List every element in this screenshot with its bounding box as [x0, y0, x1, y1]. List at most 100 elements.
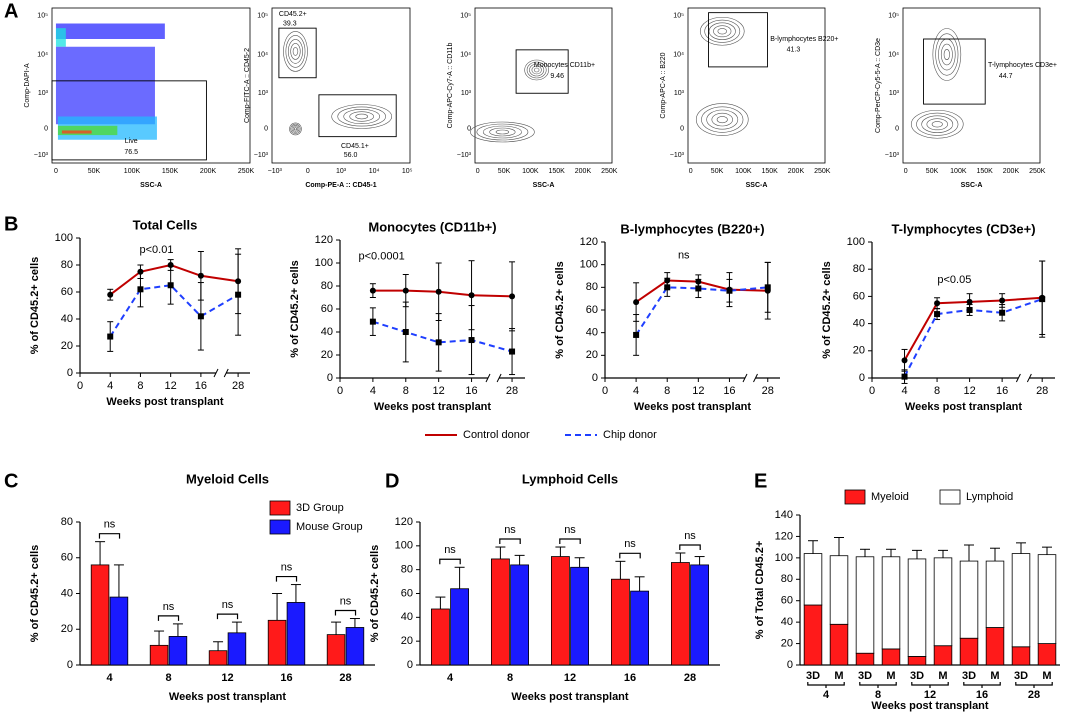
bar	[450, 588, 470, 666]
flow-contour	[931, 121, 943, 128]
y-tick-label: 120	[775, 530, 793, 542]
point	[468, 292, 475, 299]
axis-break	[485, 373, 491, 383]
flow-y-tick-label: 0	[264, 126, 268, 133]
flow-x-tick-label: 250K	[814, 168, 831, 175]
bar-segment	[959, 560, 979, 639]
x-tick-label: 16	[624, 672, 636, 684]
flow-contour	[921, 115, 954, 133]
flow-y-tick-label: −10³	[34, 152, 49, 159]
point	[695, 285, 702, 292]
annotation: ns	[163, 601, 175, 613]
flow-y-tick-label: 10³	[461, 90, 472, 97]
chart-title: Monocytes (CD11b+)	[368, 219, 496, 234]
group-label: 16	[976, 689, 988, 701]
flow-y-tick-label: 10³	[258, 90, 269, 97]
point	[934, 300, 941, 307]
group-bracket	[911, 682, 949, 688]
y-tick-label: 20	[401, 635, 413, 647]
y-tick-label: 60	[61, 286, 73, 298]
legend-swatch	[939, 489, 961, 505]
y-tick-label: 120	[395, 516, 413, 528]
x-tick-label: 16	[465, 385, 477, 397]
bar	[510, 564, 530, 666]
flow-x-tick-label: 10³	[336, 168, 347, 175]
y-tick-label: 20	[586, 349, 598, 361]
flow-x-tick-label: 250K	[601, 168, 618, 175]
flow-x-tick-label: 100K	[124, 168, 141, 175]
axis-break	[1015, 373, 1021, 383]
annotation: ns	[624, 538, 636, 550]
bar-segment	[855, 652, 875, 666]
flow-contour	[287, 39, 303, 64]
bar-segment	[829, 623, 849, 666]
flow-contour	[699, 16, 745, 46]
flow-y-tick-label: 0	[680, 126, 684, 133]
flow-x-tick-label: 10⁴	[369, 168, 380, 175]
gate-name: Live	[125, 138, 138, 145]
group-label: 4	[823, 689, 830, 701]
y-tick-label: 0	[592, 372, 598, 384]
flow-y-tick-label: −10³	[457, 152, 472, 159]
bar-segment	[881, 556, 901, 650]
series-line	[109, 284, 239, 338]
bar-segment	[933, 557, 953, 647]
significance-bracket	[275, 575, 298, 582]
x-axis-label: Weeks post transplant	[871, 700, 988, 712]
group-bracket	[963, 682, 1001, 688]
flow-x-tick-label: −10³	[268, 168, 283, 175]
gate-value: 41.3	[787, 47, 801, 54]
point	[468, 337, 475, 344]
flow-y-label: Comp-APC-A :: B220	[660, 52, 667, 118]
flow-contour	[285, 35, 306, 68]
gate-name: T-lymphocytes CD3e+	[988, 62, 1057, 69]
bar-segment	[1037, 554, 1057, 644]
point	[999, 297, 1006, 304]
gate	[708, 12, 768, 68]
axis-break	[742, 373, 748, 383]
point	[369, 287, 376, 294]
y-tick-label: 80	[321, 280, 333, 292]
x-tick-label: 28	[506, 385, 518, 397]
x-tick-label: M	[938, 670, 947, 682]
bar-segment	[959, 637, 979, 666]
x-tick-label: 4	[447, 672, 454, 684]
point	[167, 282, 174, 289]
annotation: p<0.0001	[359, 250, 405, 262]
bar-segment	[933, 645, 953, 666]
x-axis-label: Weeks post transplant	[106, 396, 223, 408]
gate	[51, 80, 207, 161]
bar-segment	[985, 627, 1005, 666]
group-label: 12	[924, 689, 936, 701]
flow-x-label: SSC-A	[140, 182, 162, 189]
y-axis-label: % of CD45.2+ cells	[289, 260, 301, 358]
x-tick-label: 28	[684, 672, 696, 684]
legend-swatch	[269, 500, 291, 516]
y-tick-label: 120	[580, 236, 598, 248]
bar	[630, 590, 649, 666]
group-label: 8	[875, 689, 881, 701]
y-tick-label: 40	[61, 313, 73, 325]
y-tick-label: 120	[315, 234, 333, 246]
y-tick-label: 100	[847, 236, 865, 248]
bar-segment	[985, 560, 1005, 628]
flow-frame	[271, 7, 411, 164]
gate-name: CD45.1+	[341, 143, 369, 150]
flow-y-tick-label: 10³	[889, 90, 900, 97]
flow-x-tick-label: 0	[476, 168, 480, 175]
significance-bracket	[157, 615, 180, 621]
point	[235, 291, 242, 298]
bar	[286, 602, 306, 666]
point	[934, 311, 941, 318]
y-tick-label: 80	[853, 263, 865, 275]
x-tick-label: 4	[901, 385, 907, 397]
x-tick-label: 8	[403, 385, 409, 397]
annotation: ns	[281, 561, 293, 573]
point	[633, 331, 640, 338]
panel-label: C	[4, 470, 18, 492]
y-tick-label: 20	[321, 349, 333, 361]
legend-swatch	[844, 489, 866, 505]
x-tick-label: M	[834, 670, 843, 682]
flow-contour	[292, 47, 299, 56]
series-line	[903, 298, 1043, 378]
